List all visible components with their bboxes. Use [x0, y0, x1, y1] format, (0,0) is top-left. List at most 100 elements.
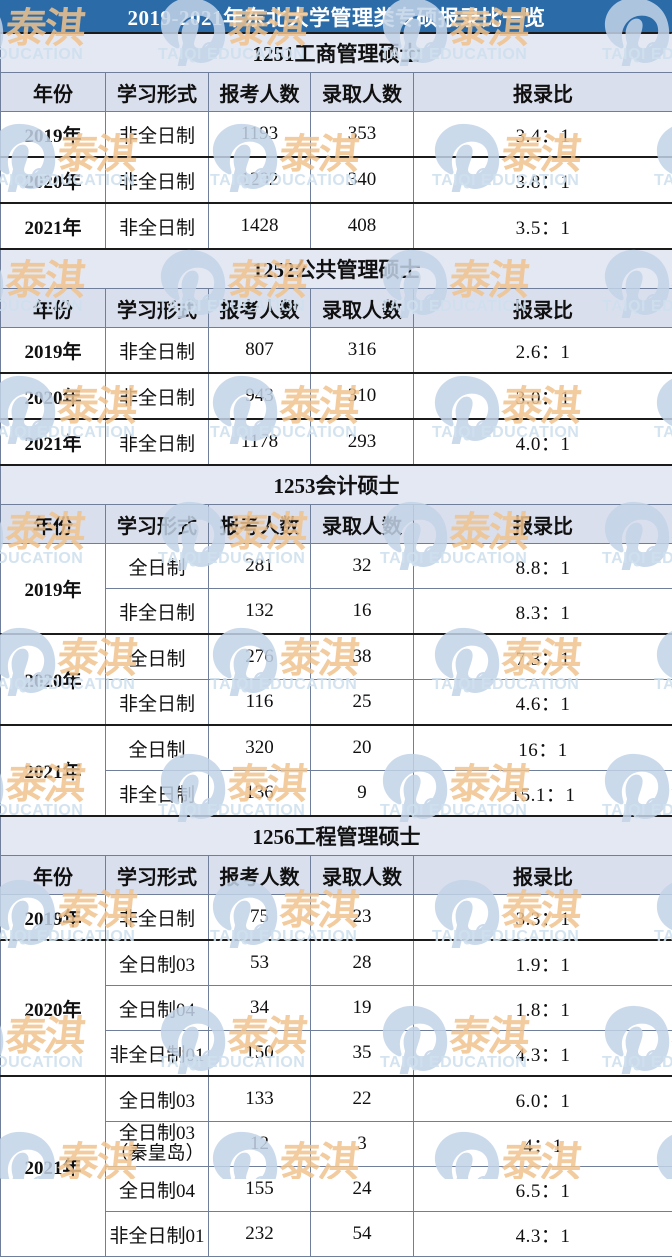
study-mode-cell: 全日制03（秦皇岛）	[106, 1122, 209, 1167]
admitted-cell: 9	[311, 771, 414, 817]
applicants-cell: 943	[209, 373, 311, 419]
column-header-3: 录取人数	[311, 505, 414, 544]
section-header-row: 1252公共管理硕士	[1, 249, 672, 289]
applicants-cell: 53	[209, 940, 311, 986]
column-header-row: 年份学习形式报考人数录取人数报录比	[1, 73, 672, 112]
study-mode-cell: 非全日制	[106, 895, 209, 941]
ratio-cell: 7.3：1	[414, 634, 672, 680]
admitted-cell: 3	[311, 1122, 414, 1167]
column-header-3: 录取人数	[311, 289, 414, 328]
ratio-cell: 2.6：1	[414, 328, 672, 374]
applicants-cell: 133	[209, 1076, 311, 1122]
study-mode-cell: 非全日制	[106, 589, 209, 635]
ratio-cell: 4.3：1	[414, 1212, 672, 1257]
column-header-4: 报录比	[414, 73, 672, 112]
year-cell: 2021年	[1, 1076, 106, 1257]
ratio-cell: 16：1	[414, 725, 672, 771]
applicants-cell: 150	[209, 1031, 311, 1077]
title-row: 2019-2021年东北大学管理类专硕报录比一览	[1, 1, 672, 34]
admitted-cell: 353	[311, 112, 414, 158]
ratio-cell: 4.0：1	[414, 419, 672, 465]
admitted-cell: 19	[311, 986, 414, 1031]
year-cell: 2020年	[1, 634, 106, 725]
year-cell: 2021年	[1, 203, 106, 249]
admitted-cell: 25	[311, 680, 414, 726]
section-header-row: 1256工程管理硕士	[1, 816, 672, 856]
column-header-1: 学习形式	[106, 856, 209, 895]
study-mode-cell: 非全日制	[106, 771, 209, 817]
column-header-0: 年份	[1, 505, 106, 544]
applicants-cell: 12	[209, 1122, 311, 1167]
ratio-cell: 15.1：1	[414, 771, 672, 817]
ratio-cell: 8.3：1	[414, 589, 672, 635]
study-mode-cell: 全日制	[106, 634, 209, 680]
column-header-row: 年份学习形式报考人数录取人数报录比	[1, 289, 672, 328]
applicants-cell: 155	[209, 1167, 311, 1212]
applicants-cell: 276	[209, 634, 311, 680]
applicants-cell: 1292	[209, 157, 311, 203]
ratio-cell: 1.8：1	[414, 986, 672, 1031]
study-mode-cell: 非全日制01	[106, 1031, 209, 1077]
study-mode-cell: 非全日制	[106, 680, 209, 726]
year-cell: 2020年	[1, 157, 106, 203]
study-mode-cell: 全日制04	[106, 986, 209, 1031]
column-header-4: 报录比	[414, 289, 672, 328]
section-title-1: 1252公共管理硕士	[1, 249, 672, 289]
applicants-cell: 132	[209, 589, 311, 635]
admitted-cell: 293	[311, 419, 414, 465]
admitted-cell: 340	[311, 157, 414, 203]
year-cell: 2019年	[1, 544, 106, 635]
year-cell: 2019年	[1, 112, 106, 158]
admitted-cell: 24	[311, 1167, 414, 1212]
admitted-cell: 35	[311, 1031, 414, 1077]
ratio-cell: 8.8：1	[414, 544, 672, 589]
column-header-2: 报考人数	[209, 856, 311, 895]
ratio-cell: 1.9：1	[414, 940, 672, 986]
section-title-3: 1256工程管理硕士	[1, 816, 672, 856]
year-cell: 2019年	[1, 895, 106, 941]
admitted-cell: 54	[311, 1212, 414, 1257]
admitted-cell: 38	[311, 634, 414, 680]
study-mode-cell: 全日制	[106, 725, 209, 771]
applicants-cell: 1193	[209, 112, 311, 158]
section-title-2: 1253会计硕士	[1, 465, 672, 505]
year-cell: 2019年	[1, 328, 106, 374]
study-mode-cell: 全日制03	[106, 940, 209, 986]
ratio-cell: 3.5：1	[414, 203, 672, 249]
applicants-cell: 1428	[209, 203, 311, 249]
year-cell: 2020年	[1, 940, 106, 1076]
study-mode-cell: 全日制	[106, 544, 209, 589]
column-header-row: 年份学习形式报考人数录取人数报录比	[1, 505, 672, 544]
ratio-cell: 3.8：1	[414, 157, 672, 203]
admitted-cell: 22	[311, 1076, 414, 1122]
admitted-cell: 23	[311, 895, 414, 941]
admitted-cell: 20	[311, 725, 414, 771]
study-mode-cell: 非全日制	[106, 373, 209, 419]
admitted-cell: 16	[311, 589, 414, 635]
column-header-4: 报录比	[414, 856, 672, 895]
applicants-cell: 75	[209, 895, 311, 941]
ratio-cell: 4：1	[414, 1122, 672, 1167]
ratio-cell: 6.0：1	[414, 1076, 672, 1122]
column-header-2: 报考人数	[209, 289, 311, 328]
section-header-row: 1251工商管理硕士	[1, 33, 672, 73]
column-header-3: 录取人数	[311, 73, 414, 112]
column-header-2: 报考人数	[209, 505, 311, 544]
admitted-cell: 310	[311, 373, 414, 419]
column-header-0: 年份	[1, 289, 106, 328]
applicants-cell: 116	[209, 680, 311, 726]
column-header-1: 学习形式	[106, 505, 209, 544]
section-title-0: 1251工商管理硕士	[1, 33, 672, 73]
admitted-cell: 408	[311, 203, 414, 249]
study-mode-cell: 非全日制	[106, 203, 209, 249]
